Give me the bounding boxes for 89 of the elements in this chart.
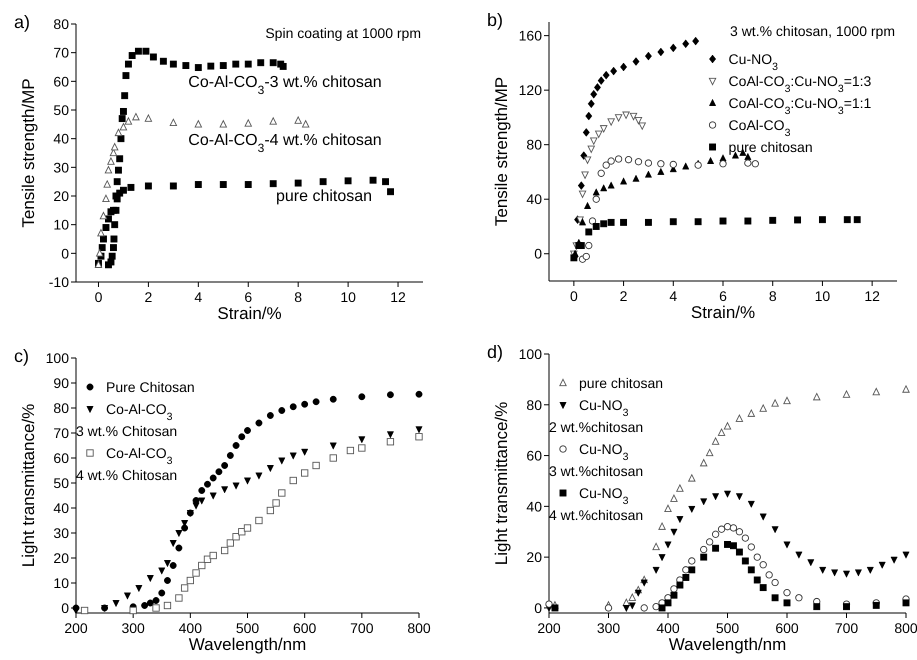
x-tick-label: 4 [669, 288, 678, 304]
y-tick-label: 120 [518, 82, 542, 98]
x-tick-label: 10 [814, 288, 830, 304]
y-tick-label: 80 [526, 396, 542, 413]
x-tick-label: 12 [864, 288, 880, 304]
y-tick-label: 60 [526, 448, 542, 464]
x-axis-title: Wavelength/nm [188, 635, 306, 654]
chart-title: c) [14, 346, 29, 366]
y-tick-label: 40 [526, 498, 542, 514]
x-tick-label: 800 [407, 620, 431, 636]
y-tick-label: 40 [53, 500, 70, 516]
y-tick-label: 0 [61, 245, 70, 262]
legend-label: Co-Al-CO$_{3}$ 3 wt.% Chitosan [76, 401, 178, 439]
y-tick-label: 60 [53, 450, 70, 466]
chart-title: a) [14, 12, 30, 32]
x-tick-label: 500 [716, 620, 740, 636]
x-tick-label: 700 [834, 620, 858, 636]
y-axis-title: Light transmittance/% [19, 404, 38, 568]
x-tick-label: 600 [775, 620, 799, 636]
y-axis-title: Tensile strength/MP [19, 78, 38, 228]
x-tick-label: 200 [537, 620, 561, 636]
y-tick-label: 20 [53, 550, 70, 566]
annotation: Co-Al-CO$_{3}$-3 wt.% chitosan [188, 74, 382, 97]
y-tick-label: 0 [61, 600, 70, 616]
y-tick-label: 10 [53, 575, 70, 591]
legend-label: Co-Al-CO$_{3}$ 4 wt.% Chitosan [76, 445, 178, 483]
x-tick-label: 800 [894, 620, 917, 636]
x-tick-label: 400 [656, 620, 680, 636]
legend-label: Cu-NO$_{3}$ 2 wt.%chitosan [549, 397, 644, 435]
y-tick-label: 50 [53, 102, 70, 118]
x-tick-label: 12 [390, 289, 406, 305]
x-tick-label: 500 [236, 620, 260, 636]
x-tick-label: 10 [340, 289, 356, 305]
x-tick-label: 4 [194, 289, 202, 305]
y-tick-label: 70 [53, 44, 70, 61]
y-tick-label: 40 [526, 191, 542, 208]
x-axis-title: Strain/% [217, 304, 282, 323]
y-tick-label: 20 [53, 188, 70, 204]
x-tick-label: 6 [244, 289, 252, 305]
x-tick-label: 300 [596, 620, 620, 636]
x-axis-title: Strain/% [690, 303, 756, 322]
legend-label: Cu-NO$_{3}$ 3 wt.%chitosan [549, 441, 644, 479]
y-tick-label: 70 [53, 425, 70, 441]
y-tick-label: 0 [534, 246, 542, 262]
legend-label: Cu-NO$_{3}$ 4 wt.%chitosan [549, 485, 644, 523]
chart-title: d) [487, 342, 504, 362]
x-tick-label: 6 [719, 288, 728, 304]
legend-label: CoAl-CO$_{3}$ [728, 117, 791, 139]
y-axis-title: Tensile strength/MP [492, 76, 511, 226]
y-tick-label: 40 [53, 130, 70, 147]
annotation: Co-Al-CO$_{3}$-4 wt.% chitosan [188, 132, 382, 155]
x-tick-label: 0 [94, 289, 103, 305]
x-tick-label: 400 [178, 620, 202, 636]
annotation: 3 wt.% chitosan, 1000 rpm [730, 23, 895, 39]
y-tick-label: 20 [526, 549, 542, 566]
legend-label: pure chitosan [579, 375, 664, 391]
y-tick-label: 100 [518, 346, 542, 362]
y-tick-label: 80 [526, 136, 542, 153]
y-tick-label: 50 [53, 475, 70, 491]
chart-title: b) [487, 10, 504, 30]
x-tick-label: 0 [570, 288, 578, 304]
legend-label: Cu-NO$_{3}$ [728, 51, 778, 73]
legend-label: CoAl-CO$_{3}$:Cu-NO$_{3}$=1:3 [728, 73, 872, 95]
y-tick-label: 0 [534, 600, 542, 616]
y-tick-label: 10 [53, 216, 70, 233]
y-tick-label: 100 [46, 350, 70, 366]
y-tick-label: 60 [53, 73, 70, 90]
annotation: Spin coating at 1000 rpm [265, 25, 421, 41]
y-tick-label: 80 [53, 16, 70, 32]
legend-label: pure chitosan [728, 139, 813, 155]
annotation: pure chitosan [276, 188, 372, 205]
y-tick-label: 160 [518, 28, 542, 44]
x-tick-label: 700 [350, 620, 374, 636]
y-tick-label: 30 [53, 159, 70, 176]
x-tick-label: 300 [121, 620, 146, 636]
y-tick-label: 30 [53, 525, 70, 541]
y-tick-label: 80 [53, 400, 70, 416]
y-tick-label: -10 [48, 274, 70, 290]
legend-label: CoAl-CO$_{3}$:Cu-NO$_{3}$=1:1 [728, 95, 872, 117]
y-axis-title: Light transmittance/% [492, 402, 511, 566]
x-tick-label: 2 [620, 288, 628, 304]
x-tick-label: 2 [144, 289, 152, 305]
x-axis-title: Wavelength/nm [668, 635, 786, 654]
x-tick-label: 200 [64, 620, 88, 636]
x-tick-label: 8 [294, 289, 302, 305]
y-tick-label: 90 [53, 375, 70, 391]
x-tick-label: 600 [292, 620, 317, 636]
x-tick-label: 8 [768, 288, 777, 304]
legend-label: Pure Chitosan [106, 379, 195, 395]
